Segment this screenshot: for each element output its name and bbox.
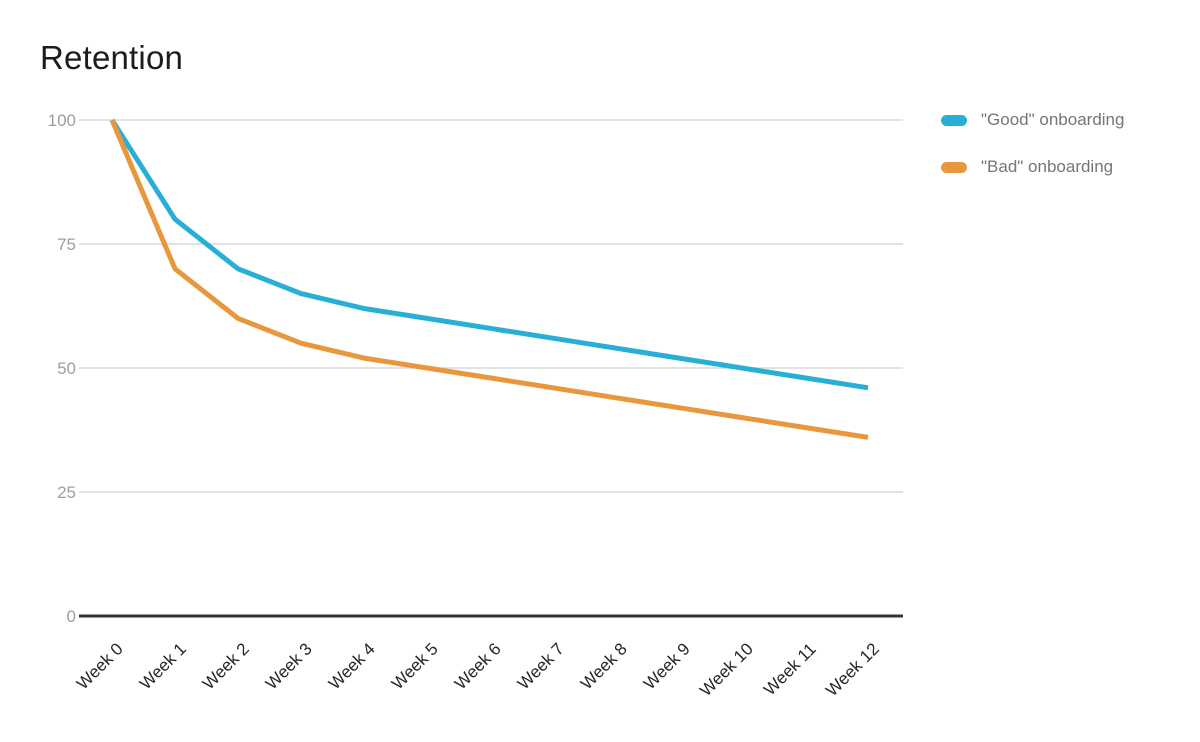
chart-title: Retention [40,39,184,76]
x-tick-label: Week 11 [760,639,820,699]
y-tick-label: 0 [67,607,76,626]
x-tick-label: Week 1 [136,639,190,693]
series-line-bad-onboarding [109,119,869,440]
x-tick-label: Week 10 [696,639,757,700]
x-tick-label: Week 7 [514,639,568,693]
x-tick-label: Week 8 [577,639,631,693]
y-tick-label: 100 [48,111,76,130]
x-tick-label: Week 4 [325,639,379,693]
y-tick-label: 50 [57,359,76,378]
legend-swatch-good-onboarding [941,114,967,126]
legend-label: "Bad" onboarding [981,157,1114,176]
y-tick-label: 75 [57,235,76,254]
x-tick-label: Week 9 [640,639,694,693]
x-tick-label: Week 5 [388,639,442,693]
x-tick-label: Week 2 [199,639,253,693]
series-line-good-onboarding [109,118,869,391]
y-tick-label: 25 [57,483,76,502]
legend-label: "Good" onboarding [981,110,1125,129]
x-tick-label: Week 6 [451,639,505,693]
x-tick-label: Week 0 [73,639,127,693]
legend-swatch-bad-onboarding [941,161,967,173]
chart-legend: "Good" onboarding "Bad" onboarding [941,109,1124,203]
legend-item-bad-onboarding: "Bad" onboarding [941,156,1124,178]
x-tick-label: Week 3 [262,639,316,693]
legend-item-good-onboarding: "Good" onboarding [941,109,1124,131]
x-tick-label: Week 12 [822,639,883,700]
